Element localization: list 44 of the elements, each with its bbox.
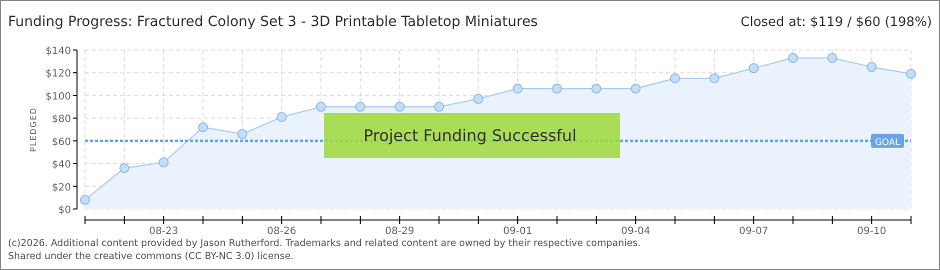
x-tick-label: 08-23 — [149, 226, 178, 237]
y-tick-label: $0 — [58, 205, 71, 216]
point — [748, 63, 759, 74]
point — [512, 84, 523, 94]
x-tick-label: 09-04 — [621, 226, 650, 237]
x-tick-label: 08-26 — [267, 226, 296, 237]
point — [276, 112, 287, 122]
y-tick-label: $80 — [52, 114, 71, 126]
x-tick-label: 09-10 — [857, 226, 886, 237]
y-tick-label: $120 — [46, 68, 71, 80]
x-tick-label: 08-29 — [385, 226, 414, 237]
point — [316, 102, 326, 112]
point — [394, 102, 405, 112]
point — [788, 52, 798, 63]
point — [670, 73, 680, 84]
x-tick-label: 09-01 — [503, 226, 532, 237]
point — [552, 84, 562, 94]
point — [119, 163, 130, 174]
point — [198, 122, 208, 132]
y-tick-label: $100 — [46, 91, 71, 102]
chart-title: Funding Progress: Fractured Colony Set 3 - 3D Printable Tabletop Miniatures — [8, 14, 538, 30]
y-tick-label: $40 — [52, 160, 71, 171]
chart-subtitle: Closed at: $119 / $60 (198%) — [740, 15, 932, 30]
point — [158, 157, 169, 168]
text: Shared under the creative commons (CC BY-NC 3.0) license. — [8, 251, 294, 262]
y-tick-label: $60 — [52, 136, 71, 148]
point — [591, 84, 602, 94]
point — [709, 73, 720, 84]
point — [866, 62, 877, 72]
y-tick-label: $140 — [46, 46, 71, 57]
point — [80, 194, 90, 205]
y-axis-title: PLEDGED — [29, 107, 38, 152]
point — [630, 84, 641, 94]
y-tick-label: $20 — [52, 182, 71, 194]
point — [827, 52, 838, 63]
annotation: Project Funding Successful — [363, 126, 577, 145]
point — [434, 102, 444, 112]
point — [473, 94, 484, 104]
ref-line-label: GOAL — [874, 138, 900, 148]
x-tick-label: 09-07 — [739, 226, 768, 237]
point — [906, 68, 916, 79]
point — [237, 129, 248, 140]
point — [355, 102, 366, 112]
text: (c)2026. Additional content provided by Jason Rutherford. Trademarks and related content are owned by their respective companies. — [8, 238, 641, 249]
